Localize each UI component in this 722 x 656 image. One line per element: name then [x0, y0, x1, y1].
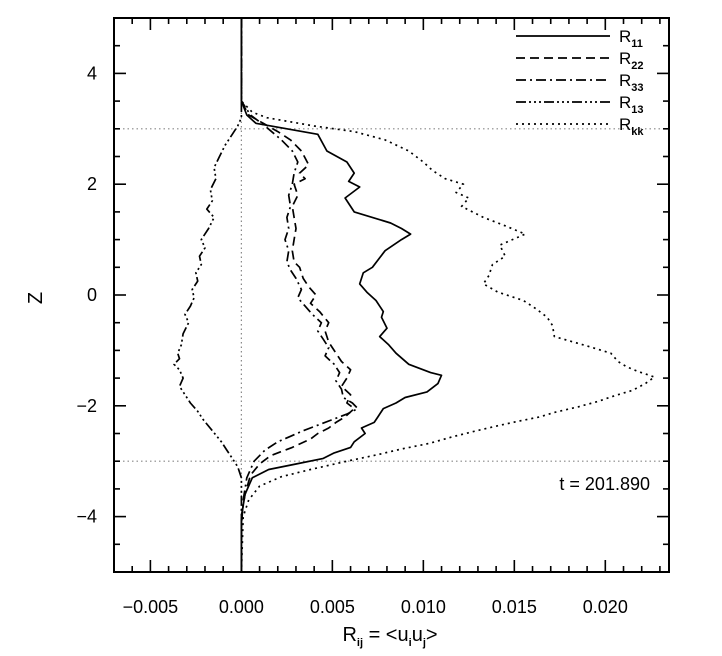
- series-line-r13: [173, 18, 243, 572]
- x-axis-title: Rij = <uiuj>: [342, 624, 437, 649]
- y-tick-label: 2: [87, 174, 97, 194]
- y-axis-title: Z: [25, 292, 47, 304]
- legend-label-r33: R33: [619, 71, 644, 94]
- legend-label-rkk: Rkk: [619, 115, 644, 138]
- x-tick-label: 0.020: [583, 597, 628, 617]
- y-tick-label: 4: [87, 63, 97, 83]
- legend-label-r22: R22: [619, 49, 644, 72]
- x-axis-title-eq: = <u: [363, 624, 409, 646]
- x-axis-title-main: R: [342, 624, 356, 646]
- series-line-rkk: [240, 18, 656, 573]
- x-tick-label: 0.005: [310, 597, 355, 617]
- legend-label-r11: R11: [619, 27, 643, 50]
- x-axis-title-mid: u: [412, 624, 423, 646]
- time-annotation: t = 201.890: [559, 474, 650, 494]
- x-tick-label: 0.015: [492, 597, 537, 617]
- y-tick-label: −4: [76, 507, 97, 527]
- x-axis-title-close: >: [426, 624, 438, 646]
- legend-label-r13: R13: [619, 93, 644, 116]
- x-axis-title-sub: ij: [357, 637, 363, 649]
- series-line-r33: [240, 18, 359, 572]
- series-lines: [173, 18, 656, 573]
- x-tick-label: 0.000: [219, 597, 264, 617]
- y-tick-label: 0: [87, 285, 97, 305]
- x-axis-title-sub-i: i: [409, 637, 412, 649]
- x-tick-label: 0.010: [401, 597, 446, 617]
- axis-ticks: [113, 17, 669, 573]
- y-tick-label: −2: [76, 396, 97, 416]
- series-line-r11: [240, 18, 443, 572]
- x-axis-title-sub-j: j: [422, 637, 426, 649]
- series-line-r22: [240, 18, 356, 572]
- x-tick-label: −0.005: [123, 597, 179, 617]
- tick-labels: −0.005 0.000 0.005 0.010 0.015 0.020 −4 −2 0 2 4: [76, 63, 627, 617]
